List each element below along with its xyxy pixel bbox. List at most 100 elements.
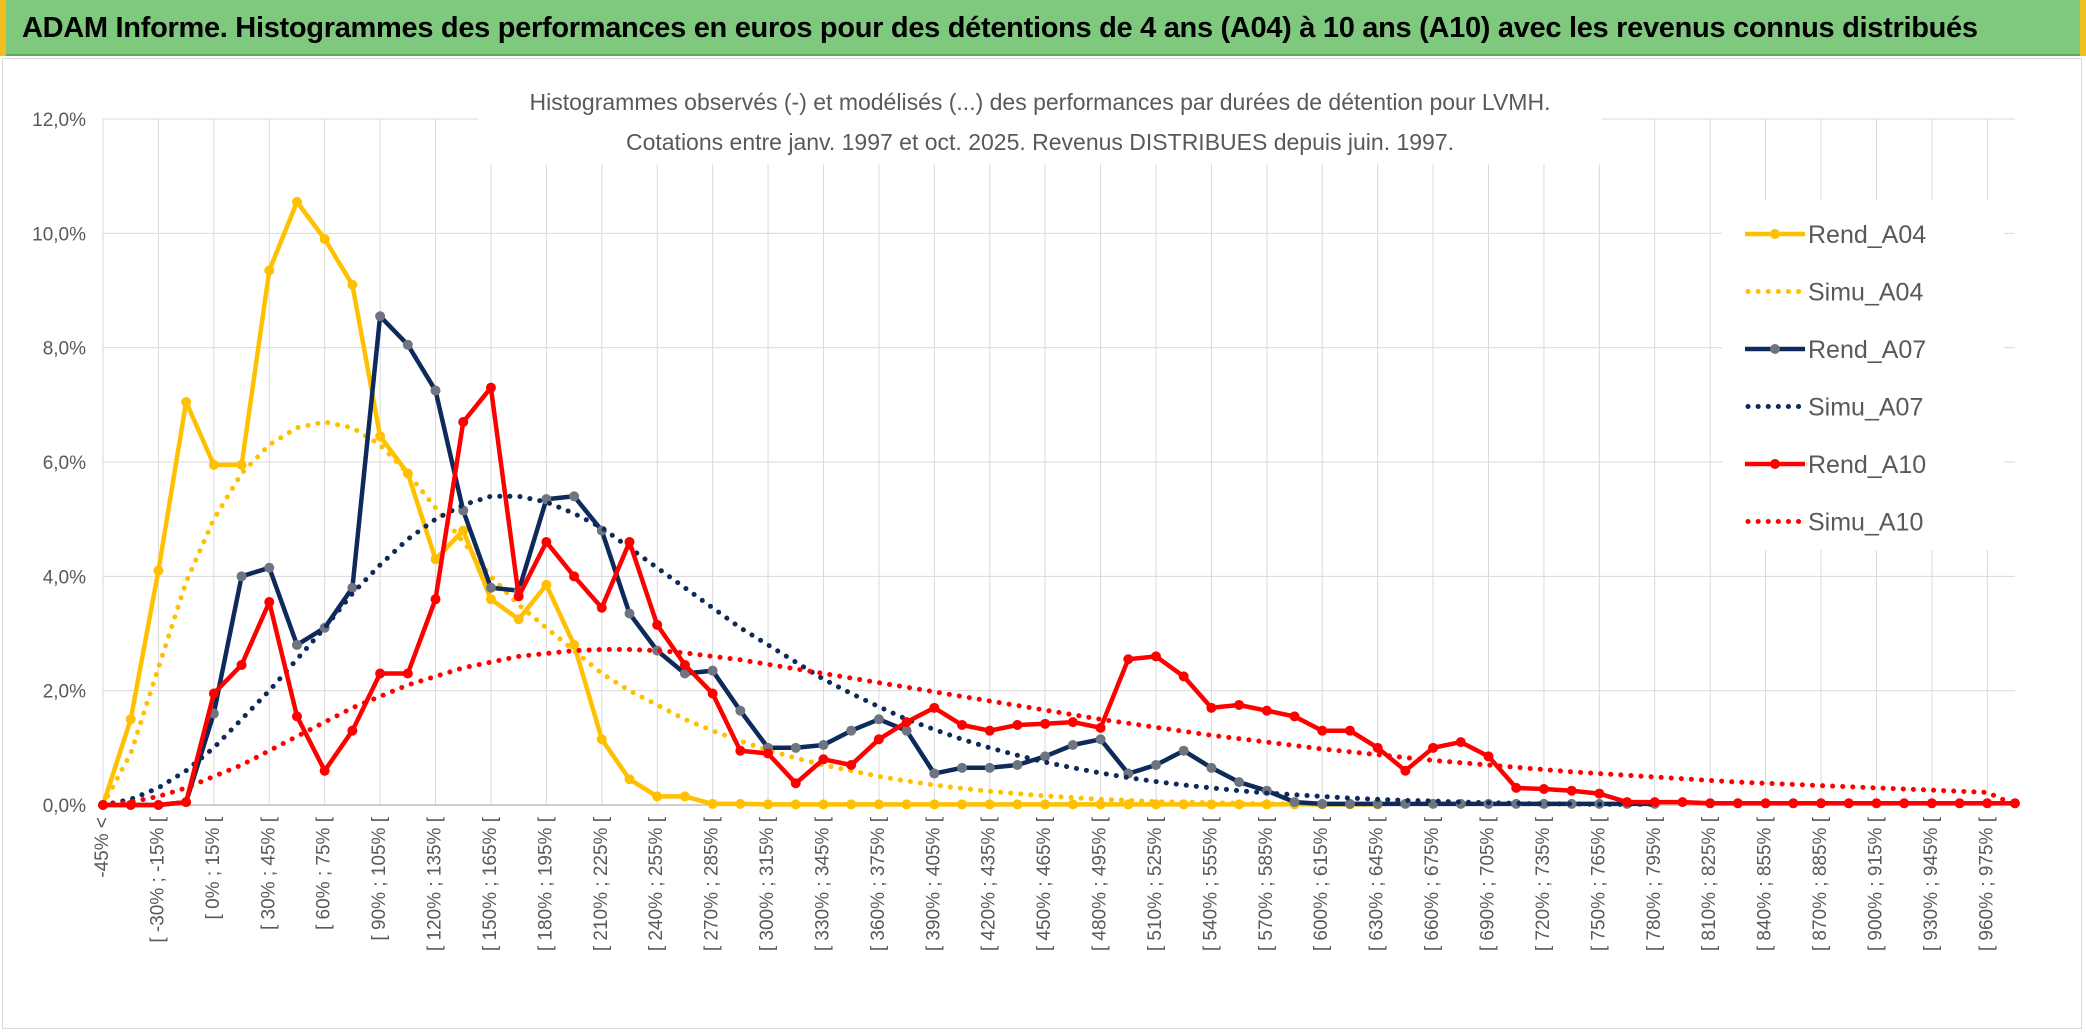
x-tick-label: [ -30% ; -15% [	[147, 816, 168, 942]
x-tick-label: [ 900% ; 915% [	[1865, 816, 1886, 951]
x-tick-label: [ 810% ; 825% [	[1699, 816, 1720, 951]
x-tick-label: [ 420% ; 435% [	[979, 816, 1000, 951]
rend-a07-point	[1206, 762, 1217, 773]
x-tick-label: [ 90% ; 105% [	[369, 816, 390, 940]
x-tick-label: [ 480% ; 495% [	[1090, 816, 1111, 951]
rend-a10-point	[1289, 711, 1300, 722]
banner-accent-right	[2080, 0, 2086, 56]
rend-a04-point	[735, 798, 746, 809]
x-tick-label: [ 630% ; 645% [	[1367, 816, 1388, 951]
x-tick-label: [ 150% ; 165% [	[480, 816, 501, 951]
rend-a07-point	[929, 768, 940, 779]
rend-a10-point	[1372, 742, 1383, 753]
rend-a04-point	[125, 714, 136, 725]
rend-a07-point	[901, 725, 912, 736]
rend-a10-point	[541, 537, 552, 548]
x-axis: -45% < [ -30% ; -15% [[ 0% ; 15% [[ 30% ;…	[92, 816, 1997, 951]
rend-a10-point	[1760, 798, 1771, 809]
rend-a07-point	[1317, 798, 1328, 809]
report-banner: ADAM Informe. Histogrammes des performan…	[0, 0, 2086, 56]
rend-a04-point	[846, 799, 857, 810]
rend-a10-point	[153, 800, 164, 810]
legend-simu-a04-label: Simu_A04	[1808, 279, 1923, 307]
rend-a10-point	[1455, 737, 1466, 748]
rend-a07-point	[735, 705, 746, 716]
rend-a04-point	[430, 554, 441, 565]
rend-a04-point	[873, 799, 884, 810]
rend-a07-point	[347, 582, 358, 593]
legend-rend-a10-label: Rend_A10	[1808, 451, 1926, 479]
rend-a10-point	[1788, 798, 1799, 809]
x-tick-label: [ 540% ; 555% [	[1200, 816, 1221, 951]
rend-a04-point	[236, 459, 247, 470]
rend-a10-point	[929, 702, 940, 713]
x-tick-label: [ 360% ; 375% [	[868, 816, 889, 951]
x-tick-label: [ 660% ; 675% [	[1422, 816, 1443, 951]
legend-rend-a10-marker	[1770, 459, 1780, 469]
rend-a04-point	[957, 799, 968, 810]
rend-a04-point	[264, 265, 275, 276]
rend-a10-point	[1843, 798, 1854, 809]
rend-a10-point	[1067, 717, 1078, 728]
rend-a10-point	[901, 717, 912, 728]
rend-a07-point	[402, 339, 413, 350]
rend-a10-point	[1622, 797, 1633, 808]
x-tick-label: [ 120% ; 135% [	[425, 816, 446, 951]
x-tick-label: [ 180% ; 195% [	[535, 816, 556, 951]
rend-a10-point	[735, 745, 746, 756]
rend-a07-point	[430, 385, 441, 396]
rend-a04-point	[679, 791, 690, 802]
rend-a07-point	[291, 639, 302, 650]
rend-a04-point	[901, 799, 912, 810]
x-tick-label: [ 270% ; 285% [	[702, 816, 723, 951]
legend-rend-a04-label: Rend_A04	[1808, 221, 1926, 249]
rend-a10-point	[291, 711, 302, 722]
rend-a07-point	[1095, 734, 1106, 745]
rend-a07-point	[679, 668, 690, 679]
rend-a10-point	[513, 591, 524, 602]
x-tick-label: [ 30% ; 45% [	[258, 816, 279, 930]
rend-a07-point	[375, 311, 386, 322]
rend-a10-point	[1261, 705, 1272, 716]
rend-a10-point	[763, 748, 774, 759]
report-title: ADAM Informe. Histogrammes des performan…	[22, 12, 1978, 44]
simu-a04-line	[100, 419, 1381, 808]
rend-a07-point	[1344, 798, 1355, 809]
legend: Rend_A04 Simu_A04 Rend_A07 Simu_A07 Rend_A10…	[1745, 221, 1926, 537]
rend-a04-point	[458, 525, 469, 536]
rend-a10-point	[1483, 751, 1494, 762]
rend-a07-point	[1040, 751, 1051, 762]
y-tick-label: 4,0%	[43, 567, 86, 588]
rend-a10-point	[1206, 702, 1217, 713]
rend-a10-point	[1123, 654, 1134, 665]
simu-a07-line	[100, 493, 1658, 808]
rend-a10-point	[1428, 742, 1439, 753]
rend-a04-point	[929, 799, 940, 810]
rend-a04-point	[485, 594, 496, 605]
rend-a04-point	[181, 396, 192, 407]
chart-title-line1: Histogrammes observés (-) et modélisés (…	[530, 89, 1551, 115]
rend-a04-point	[1095, 799, 1106, 810]
legend-simu-a07-label: Simu_A07	[1808, 394, 1923, 422]
x-tick-label: [ 300% ; 315% [	[757, 816, 778, 951]
rend-a10-point	[430, 594, 441, 605]
rend-a04-point	[763, 799, 774, 810]
chart-frame	[2, 58, 2082, 1029]
rend-a10-point	[1982, 798, 1993, 809]
x-tick-label: [ 930% ; 945% [	[1921, 816, 1942, 951]
chart-title-background	[478, 82, 1602, 164]
y-axis: 0,0% 2,0% 4,0% 6,0% 8,0% 10,0% 12,0%	[32, 110, 86, 817]
rend-a10-point	[596, 602, 607, 613]
rend-a10-point	[1926, 798, 1937, 809]
rend-a07-point	[790, 742, 801, 753]
rend-a04-point	[569, 639, 580, 650]
rend-a04-point	[652, 791, 663, 802]
legend-rend-a04-marker	[1770, 229, 1780, 239]
legend-rend-a07-label: Rend_A07	[1808, 336, 1926, 364]
rend-a07-point	[1012, 759, 1023, 770]
rend-a10-point	[1594, 788, 1605, 799]
x-tick-label: [ 240% ; 255% [	[646, 816, 667, 951]
rend-a10-point	[569, 571, 580, 582]
x-tick-label: [ 870% ; 885% [	[1810, 816, 1831, 951]
rend-a04-point	[596, 734, 607, 745]
